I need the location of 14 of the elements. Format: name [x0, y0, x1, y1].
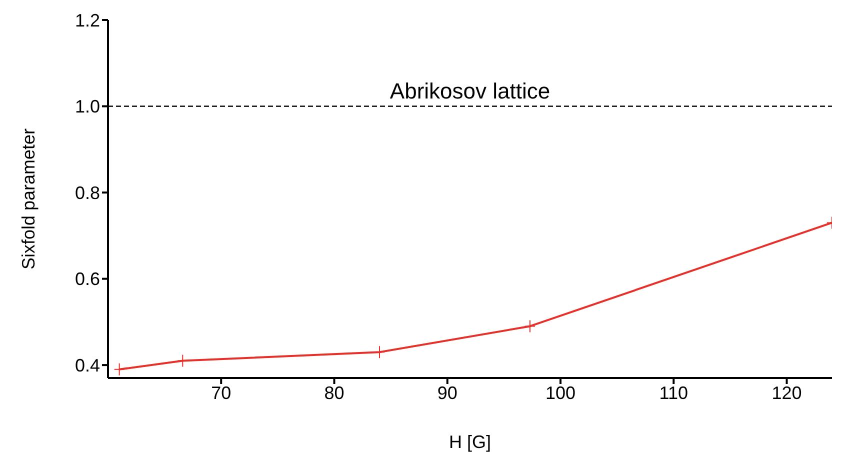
y-tick-label: 1.2 — [74, 10, 100, 30]
y-tick-label: 0.4 — [74, 355, 100, 376]
y-axis-title: Sixfold parameter — [18, 128, 38, 270]
y-tick-label: 1.0 — [74, 96, 100, 117]
y-tick-label: 0.8 — [74, 182, 100, 203]
x-tick-label: 100 — [545, 382, 576, 403]
x-tick-label: 70 — [211, 382, 232, 403]
ref-line-label: Abrikosov lattice — [390, 78, 550, 104]
x-tick-label: 80 — [324, 382, 344, 403]
x-axis-title: H [G] — [448, 432, 492, 452]
x-tick-label: 120 — [772, 382, 802, 403]
x-tick-label: 90 — [437, 382, 458, 403]
x-tick-label: 110 — [659, 382, 688, 403]
y-tick-label: 0.6 — [74, 269, 100, 290]
